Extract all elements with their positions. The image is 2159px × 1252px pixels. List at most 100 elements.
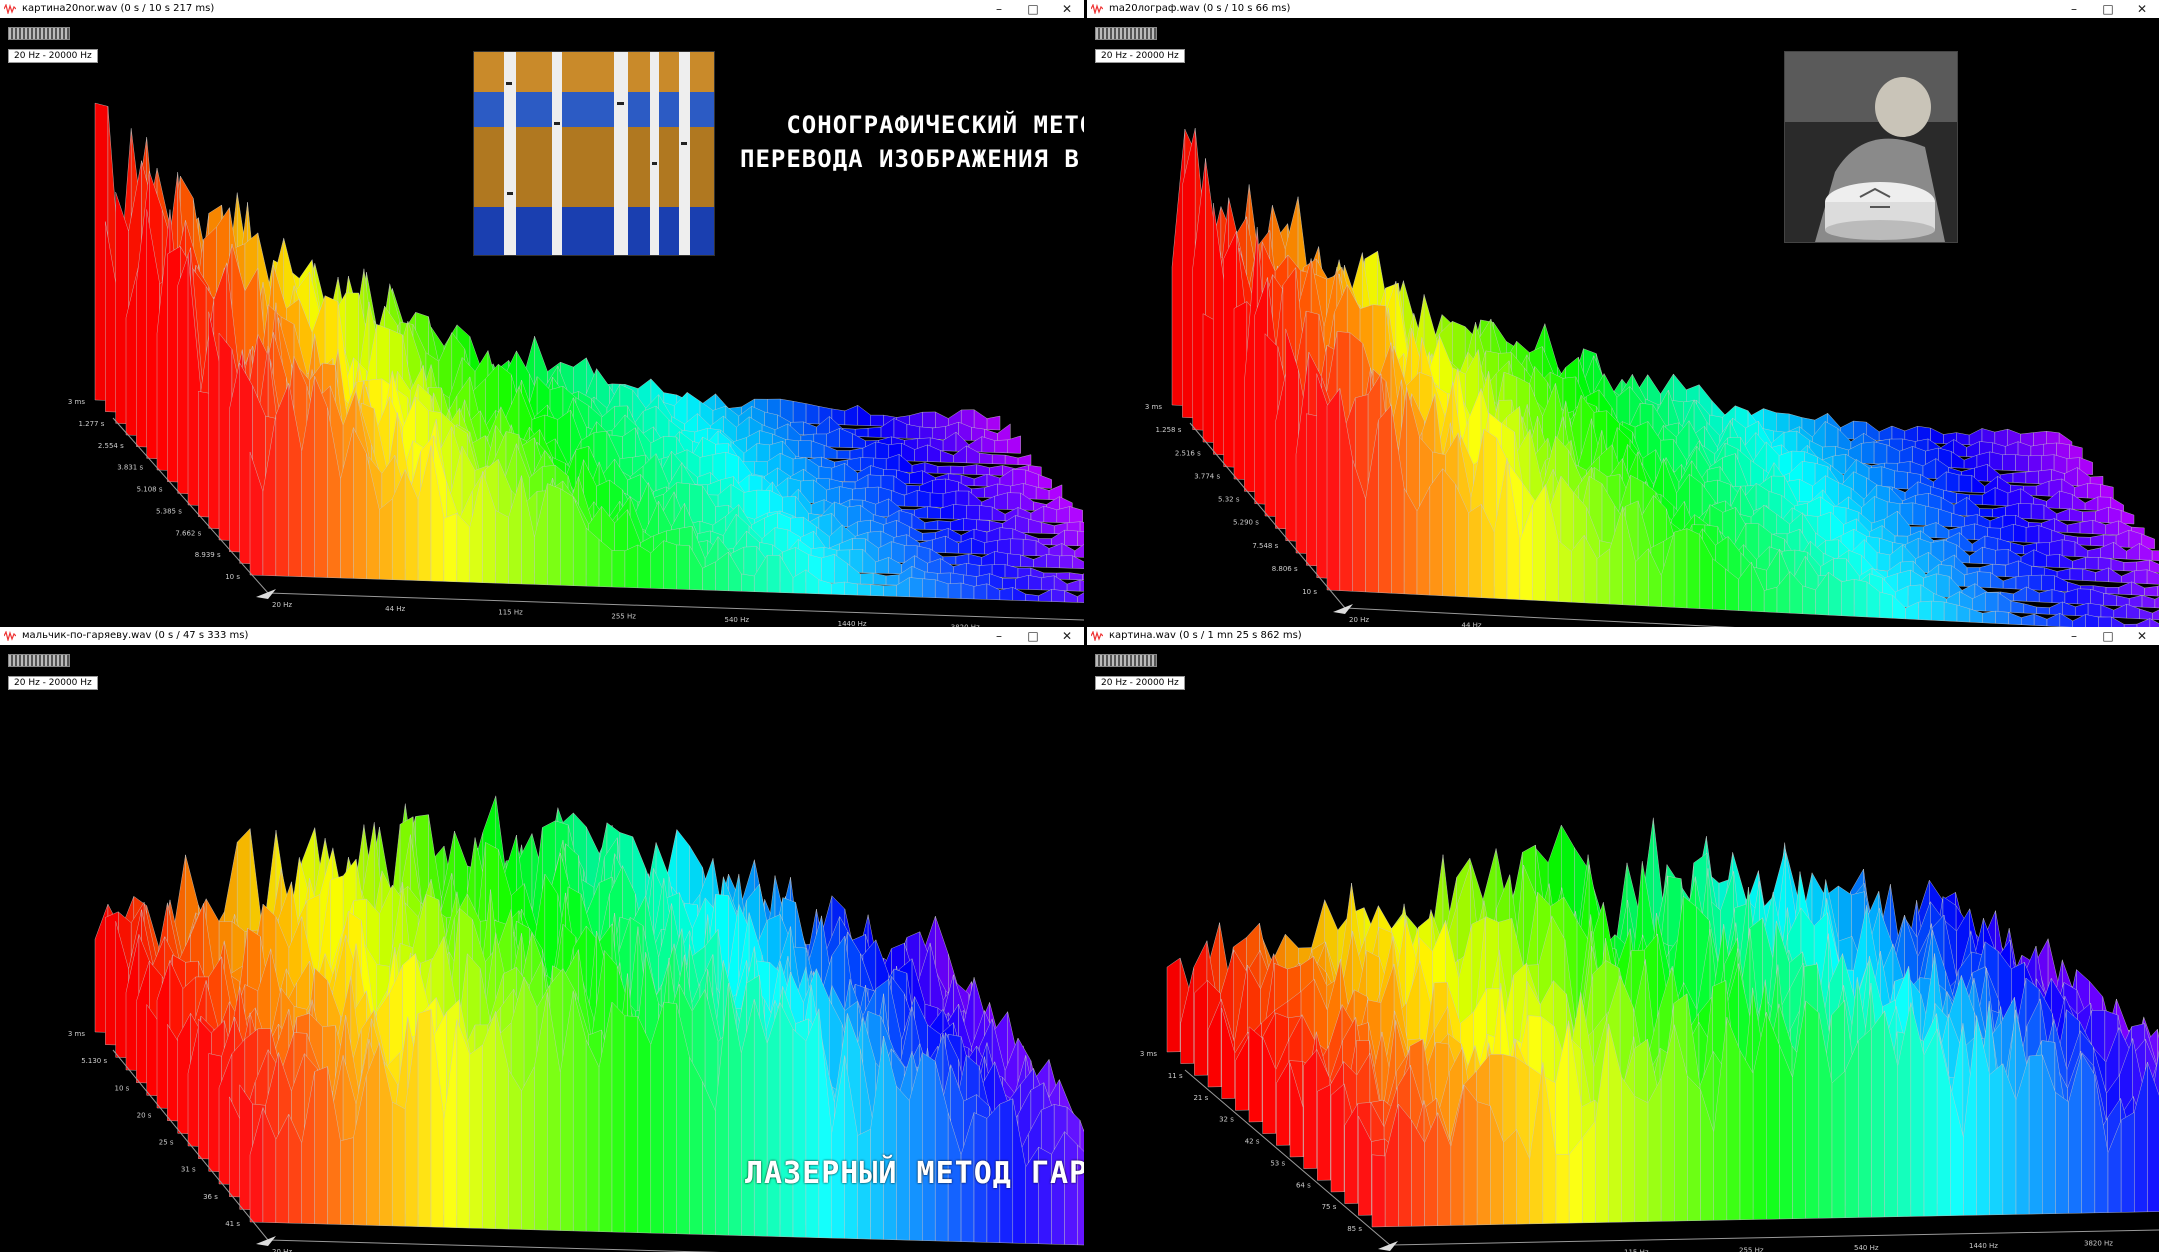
- window-title: картина20nor.wav (0 s / 10 s 217 ms): [22, 3, 215, 14]
- frequency-axis-line: [1389, 1229, 2159, 1246]
- spectrum-facet: [1077, 592, 1084, 603]
- spectrum-facet: [2021, 613, 2035, 626]
- spectrogram-window-4[interactable]: картина.wav (0 s / 1 mn 25 s 862 ms) – □…: [1087, 627, 2159, 1252]
- frequency-range-button[interactable]: 20 Hz - 20000 Hz: [1095, 676, 1185, 690]
- window-title: ma20лограф.wav (0 s / 10 s 66 ms): [1109, 3, 1291, 14]
- spectrum-facet: [1621, 1076, 1636, 1223]
- maximize-button[interactable]: □: [1027, 2, 1039, 16]
- spectrum-facet: [1958, 474, 1973, 493]
- spectrum-facet: [950, 518, 964, 531]
- minimize-button[interactable]: –: [2071, 629, 2077, 643]
- spectrum-facet: [2069, 508, 2083, 522]
- spectrum-facet: [1861, 441, 1875, 464]
- spectrum-facet: [2128, 595, 2143, 608]
- spectrum-facet: [637, 1016, 651, 1234]
- time-tick-label: 85 s: [1347, 1225, 1362, 1233]
- frequency-range-button[interactable]: 20 Hz - 20000 Hz: [8, 49, 98, 63]
- spectrum-facet: [1841, 579, 1855, 617]
- spectrum-facet: [1077, 1144, 1084, 1246]
- frequency-tick-label: 20 Hz: [272, 601, 292, 609]
- minimize-button[interactable]: –: [996, 2, 1002, 16]
- zoom-slider[interactable]: [1095, 654, 1157, 667]
- maximize-button[interactable]: □: [2102, 629, 2114, 643]
- spectrum-facet: [924, 462, 939, 474]
- frequency-tick-label: 20 Hz: [1349, 616, 1369, 624]
- spectrum-facet: [766, 1002, 781, 1237]
- spectrum-facet: [1532, 483, 1546, 602]
- frequency-range-button[interactable]: 20 Hz - 20000 Hz: [8, 676, 98, 690]
- time-tick-label: 3 ms: [1140, 1050, 1157, 1058]
- maximize-button[interactable]: □: [2102, 2, 2114, 16]
- spectrum-facet: [2120, 1111, 2135, 1213]
- spectrogram-window-1[interactable]: картина20nor.wav (0 s / 10 s 217 ms) – □…: [0, 0, 1084, 627]
- spectrum-facet: [2147, 1062, 2159, 1213]
- spectrum-facet: [2079, 519, 2094, 534]
- spectrum-facet: [2141, 595, 2156, 608]
- spectrum-facet: [1022, 538, 1037, 556]
- spectrum-facet: [2131, 581, 2145, 596]
- spectrum-facet: [624, 544, 639, 589]
- spectrum-facet: [867, 427, 882, 438]
- time-tick-label: 2.516 s: [1175, 449, 1201, 457]
- close-button[interactable]: ✕: [1061, 629, 1073, 643]
- spectrum-facet: [1017, 454, 1032, 466]
- zoom-slider[interactable]: [8, 654, 70, 667]
- spectrum-facet: [2079, 457, 2093, 475]
- close-button[interactable]: ✕: [1061, 2, 1073, 16]
- spectrum-facet: [1686, 528, 1701, 609]
- spectrum-facet: [1687, 1075, 1701, 1222]
- spectrum-facet: [443, 513, 458, 583]
- spectrum-facet: [314, 1066, 328, 1225]
- axis-arrow-icon: [256, 589, 276, 599]
- spectrum-facet: [1066, 579, 1081, 592]
- time-tick-label: 11 s: [1168, 1072, 1183, 1080]
- spectrogram-window-2[interactable]: ma20лограф.wav (0 s / 10 s 66 ms) – □ ✕ …: [1087, 0, 2159, 627]
- frequency-range-button[interactable]: 20 Hz - 20000 Hz: [1095, 49, 1185, 63]
- time-axis-line: [112, 417, 269, 594]
- maximize-button[interactable]: □: [1027, 629, 1039, 643]
- minimize-button[interactable]: –: [996, 629, 1002, 643]
- spectrum-facet: [2049, 539, 2063, 557]
- spectrum-facet: [1982, 610, 1996, 624]
- time-tick-label: 10 s: [1302, 588, 1317, 596]
- spectrum-facet: [2072, 614, 2086, 627]
- close-button[interactable]: ✕: [2136, 2, 2148, 16]
- spectrum-facet: [353, 427, 367, 580]
- title-bar[interactable]: картина.wav (0 s / 1 mn 25 s 862 ms) – □…: [1087, 627, 2159, 645]
- time-tick-label: 5.130 s: [81, 1057, 107, 1065]
- spectrum-facet: [2121, 570, 2135, 584]
- spectrum-facet: [2002, 454, 2016, 472]
- spectrum-facet: [870, 414, 884, 427]
- spectrum-facet: [947, 582, 962, 599]
- spectrum-facet: [1069, 572, 1083, 581]
- spectrum-facet: [960, 474, 975, 486]
- time-tick-label: 36 s: [203, 1193, 218, 1201]
- plot-axes: 3 ms 5.130 s 10 s 20 s 25 s 31 s 36 s 41 s 20 Hz…: [68, 1030, 721, 1252]
- frequency-tick-label: 540 Hz: [1854, 1244, 1879, 1252]
- title-bar[interactable]: картина20nor.wav (0 s / 10 s 217 ms) – □…: [0, 0, 1084, 18]
- spectrum-facet: [2051, 589, 2066, 604]
- spectrum-facet: [973, 409, 988, 430]
- zoom-slider[interactable]: [8, 27, 70, 40]
- spectrogram-window-3[interactable]: мальчик-по-гаряеву.wav (0 s / 47 s 333 m…: [0, 627, 1084, 1252]
- spectrum-facet: [1330, 1083, 1345, 1193]
- spectrum-facet: [779, 1002, 794, 1238]
- spectrum-facet: [973, 473, 988, 487]
- spectrum-facet: [2059, 490, 2073, 510]
- close-button[interactable]: ✕: [2136, 629, 2148, 643]
- zoom-slider[interactable]: [1095, 27, 1157, 40]
- spectrum-facet: [2149, 559, 2159, 573]
- title-bar[interactable]: ma20лограф.wav (0 s / 10 s 66 ms) – □ ✕: [1087, 0, 2159, 18]
- time-tick-label: 25 s: [159, 1139, 174, 1147]
- spectrum-facet: [1007, 553, 1021, 567]
- spectrum-facet: [909, 577, 923, 598]
- spectrum-facet: [1805, 1000, 1820, 1219]
- minimize-button[interactable]: –: [2071, 2, 2077, 16]
- spectrum-facet: [1673, 528, 1688, 609]
- title-bar[interactable]: мальчик-по-гаряеву.wav (0 s / 47 s 333 m…: [0, 627, 1084, 645]
- spectrum-facet: [2084, 496, 2099, 511]
- frequency-tick-label: 44 Hz: [1462, 622, 1482, 627]
- spectrum-facet: [560, 488, 574, 586]
- time-tick-label: 64 s: [1296, 1181, 1311, 1189]
- time-tick-label: 2.554 s: [98, 442, 124, 450]
